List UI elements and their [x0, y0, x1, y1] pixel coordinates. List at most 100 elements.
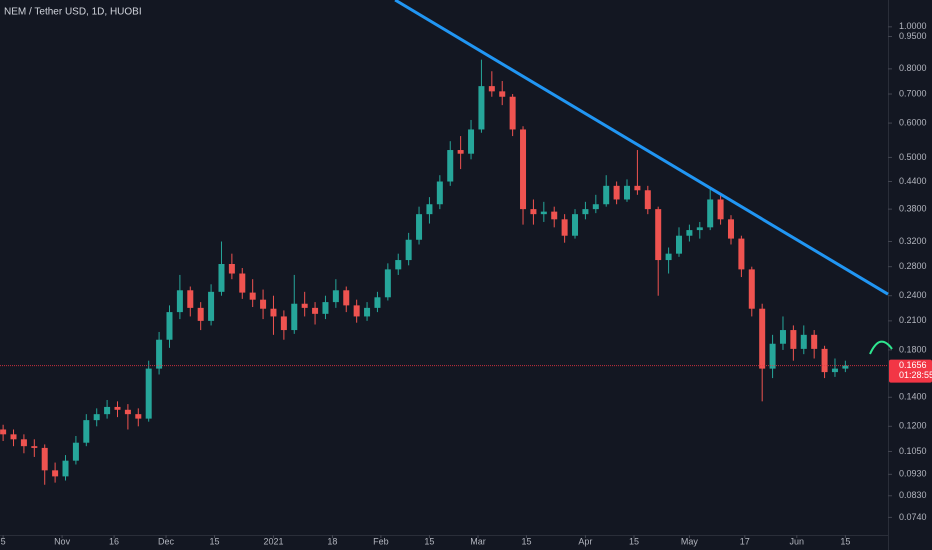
trendline: [394, 0, 889, 296]
candle-body: [520, 129, 527, 210]
drawing-arc: [869, 340, 893, 355]
candle-body: [779, 330, 786, 344]
y-tick-label: 0.1200: [899, 421, 927, 431]
candle-body: [280, 316, 287, 331]
candle-body: [249, 292, 256, 300]
last-price-label: 0.1656: [899, 360, 927, 370]
candle-body: [831, 368, 838, 373]
candle-body: [655, 209, 662, 261]
candle-body: [727, 219, 734, 239]
candle-body: [800, 334, 807, 349]
candle-body: [405, 239, 412, 261]
countdown-label: 01:28:55: [899, 370, 932, 380]
y-tick-label: 0.2800: [899, 261, 927, 271]
candle-body: [322, 302, 329, 314]
candle-body: [551, 211, 558, 220]
candle-body: [31, 446, 38, 448]
candle-body: [291, 303, 298, 331]
candle-body: [821, 348, 828, 373]
x-tick-label: 15: [629, 536, 639, 546]
candle-body: [582, 209, 589, 215]
candle-body: [634, 185, 641, 191]
candle-body: [759, 308, 766, 369]
x-tick-label: 5: [1, 536, 6, 546]
candle-body: [114, 406, 121, 410]
candle-body: [675, 235, 682, 254]
candle-body: [592, 204, 599, 210]
candle-body: [93, 414, 100, 421]
chart-title: NEM / Tether USD, 1D, HUOBI: [4, 7, 142, 18]
x-tick-label: 15: [840, 536, 850, 546]
x-tick-label: 15: [424, 536, 434, 546]
candle-body: [239, 273, 246, 293]
candle-body: [353, 305, 360, 317]
x-tick-label: Nov: [54, 536, 71, 546]
candle-body: [62, 460, 69, 477]
candle-body: [665, 253, 672, 261]
candle-body: [707, 199, 714, 228]
candle-body: [260, 299, 267, 309]
y-tick-label: 0.7000: [899, 88, 927, 98]
candle-body: [436, 181, 443, 205]
candle-body: [187, 290, 194, 308]
candle-body: [468, 129, 475, 154]
candle-body: [135, 414, 142, 419]
candle-body: [301, 303, 308, 308]
candle-body: [384, 269, 391, 298]
candle-body: [374, 297, 381, 308]
candle-body: [416, 214, 423, 240]
x-tick-label: 15: [521, 536, 531, 546]
candle-body: [738, 238, 745, 270]
candle-body: [218, 263, 225, 292]
candle-body: [312, 307, 319, 314]
candle-body: [748, 269, 755, 309]
candle-body: [717, 199, 724, 220]
candle-body: [395, 260, 402, 270]
y-tick-label: 1.0000: [899, 21, 927, 31]
candle-body: [197, 307, 204, 321]
x-tick-label: Mar: [470, 536, 486, 546]
candle-body: [176, 290, 183, 313]
last-price-box: [889, 359, 932, 383]
y-tick-label: 0.2100: [899, 315, 927, 325]
candle-body: [530, 209, 537, 215]
x-tick-label: 2021: [263, 536, 283, 546]
candle-body: [696, 227, 703, 231]
candle-body: [811, 334, 818, 349]
y-tick-label: 0.0740: [899, 512, 927, 522]
candle-body: [624, 185, 631, 200]
y-tick-label: 0.2400: [899, 290, 927, 300]
candle-body: [10, 434, 17, 440]
candle-body: [478, 86, 485, 130]
x-tick-label: 15: [210, 536, 220, 546]
candle-body: [332, 290, 339, 303]
candle-body: [842, 365, 849, 369]
candle-body: [52, 470, 59, 477]
candle-body: [124, 409, 131, 415]
candle-body: [166, 312, 173, 340]
candle-body: [457, 150, 464, 154]
candle-body: [603, 185, 610, 205]
y-tick-label: 0.0930: [899, 469, 927, 479]
candle-body: [561, 219, 568, 236]
candle-body: [0, 429, 7, 435]
candle-body: [41, 447, 48, 471]
candle-body: [145, 368, 152, 419]
candle-body: [343, 290, 350, 306]
y-tick-label: 0.1400: [899, 392, 927, 402]
candle-body: [83, 420, 90, 443]
x-tick-label: 16: [109, 536, 119, 546]
x-tick-label: 17: [740, 536, 750, 546]
candle-body: [208, 291, 215, 321]
candle-body: [104, 406, 111, 415]
candle-body: [613, 185, 620, 200]
x-tick-label: 18: [327, 536, 337, 546]
candle-body: [156, 339, 163, 369]
y-tick-label: 0.1050: [899, 446, 927, 456]
candle-body: [499, 91, 506, 97]
y-tick-label: 0.3800: [899, 204, 927, 214]
candle-body: [686, 230, 693, 236]
candle-body: [20, 439, 27, 447]
